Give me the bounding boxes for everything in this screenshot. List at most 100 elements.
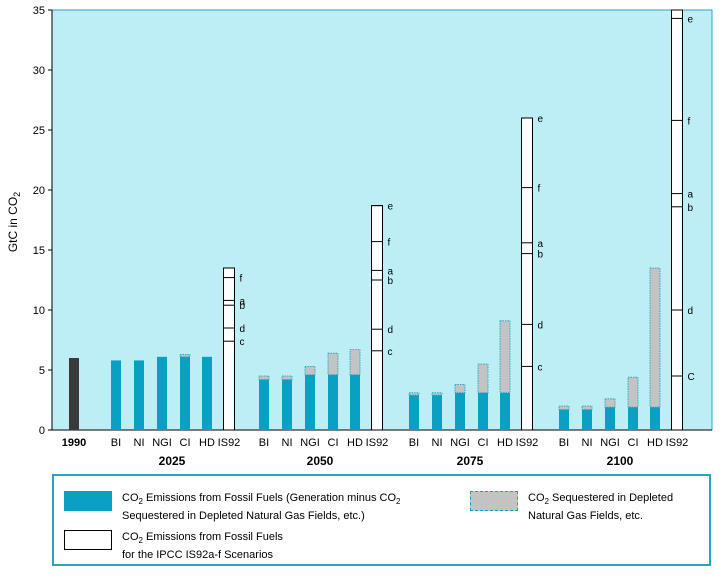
is92-scenario-label-2100-a: a [688,190,694,201]
category-label-2100-HD: HD [647,437,663,449]
category-label-2075-CI: CI [478,437,489,449]
category-label-2100-CI: CI [628,437,639,449]
bar-emissions-2025-NGI [157,356,167,430]
category-label-2025-NI: NI [134,437,145,449]
category-label-2100-NI: NI [582,437,593,449]
is92-scenario-label-2050-b: b [388,276,394,287]
bar-emissions-2050-BI [259,379,269,430]
bar-sequestered-2050-BI [258,375,270,380]
bar-sequestered-2100-HD [649,267,661,408]
bar-emissions-2100-CI [628,407,638,430]
is92-scenario-label-2050-a: a [388,266,394,277]
bar-sequestered-2050-NI [281,375,293,380]
y-tick-label: 15 [33,245,45,257]
is92-scenario-label-2100-e: e [688,14,694,25]
category-label-2075-BI: BI [409,437,419,449]
category-label-2050-IS92: IS92 [366,437,389,449]
is92-scenario-label-2100-b: b [688,203,694,214]
y-tick-label: 25 [33,125,45,137]
category-label-1990: 1990 [62,437,86,449]
bar-emissions-2100-HD [650,407,660,430]
category-label-2050-HD: HD [347,437,363,449]
bar-emissions-2075-HD [500,392,510,430]
y-axis-label-subscript: 2 [12,192,22,197]
group-label-2100: 2100 [607,454,634,468]
bar-sequestered-2050-CI [327,352,339,376]
bar-emissions-2100-NI [582,409,592,430]
legend-item-emissions: CO2 Emissions from Fossil Fuels (Generat… [64,491,464,523]
bar-emissions-2075-NGI [455,392,465,430]
category-label-2075-NGI: NGI [450,437,470,449]
category-label-2075-IS92: IS92 [516,437,539,449]
bar-sequestered-2075-HD [499,320,511,394]
category-label-2025-HD: HD [199,437,215,449]
legend-item-is92: CO2 Emissions from Fossil Fuels for the … [64,530,464,562]
legend-label-emissions: CO2 Emissions from Fossil Fuels (Generat… [122,492,401,523]
category-label-2025-BI: BI [111,437,121,449]
category-label-2025-IS92: IS92 [218,437,241,449]
bar-emissions-2025-BI [111,360,121,430]
is92-scenario-label-2050-e: e [388,202,394,213]
y-tick-label: 10 [33,305,45,317]
bar-is92-2025 [223,267,235,431]
y-axis-label: GtC in CO2 [6,192,22,252]
bar-sequestered-2100-CI [627,376,639,408]
group-label-2025: 2025 [159,454,186,468]
bar-sequestered-2075-BI [408,392,420,396]
is92-scenario-label-2075-f: f [538,184,541,195]
legend-swatch-is92 [64,530,112,550]
bar-emissions-2075-BI [409,395,419,430]
bar-emissions-2100-BI [559,409,569,430]
is92-scenario-label-2075-e: e [538,114,544,125]
category-label-2050-CI: CI [328,437,339,449]
category-label-2075-NI: NI [432,437,443,449]
y-tick-label: 0 [39,425,45,437]
legend-label-sequestered: CO2 Sequestered in Depleted Natural Gas … [528,492,674,523]
bar-emissions-2025-HD [202,356,212,430]
legend-label-is92: CO2 Emissions from Fossil Fuels for the … [122,531,283,562]
is92-scenario-label-2025-b: b [240,301,246,312]
category-label-2025-CI: CI [180,437,191,449]
is92-scenario-label-2050-d: d [388,325,394,336]
category-label-2100-IS92: IS92 [666,437,689,449]
legend-swatch-sequestered [470,491,518,511]
bar-emissions-2050-NGI [305,374,315,430]
is92-scenario-label-2100-C: C [688,372,695,383]
y-axis-label-text: GtC in CO [6,197,20,252]
bar-sequestered-2075-NI [431,392,443,396]
y-tick-label: 35 [33,5,45,17]
legend-swatch-emissions [64,491,112,511]
category-label-2050-NGI: NGI [300,437,320,449]
y-tick-label: 20 [33,185,45,197]
is92-scenario-label-2025-a: a [240,296,246,307]
group-label-2050: 2050 [307,454,334,468]
category-label-2075-HD: HD [497,437,513,449]
is92-scenario-label-2075-a: a [538,239,544,250]
bar-sequestered-2100-BI [558,405,570,410]
bar-1990 [69,358,79,430]
bar-emissions-2025-NI [134,360,144,430]
category-label-2050-BI: BI [259,437,269,449]
category-label-2100-BI: BI [559,437,569,449]
y-tick-label: 30 [33,65,45,77]
is92-scenario-label-2075-c: c [538,362,543,373]
bar-sequestered-2075-NGI [454,383,466,394]
is92-scenario-label-2050-f: f [388,238,391,249]
bar-emissions-2075-NI [432,395,442,430]
is92-scenario-label-2025-f: f [240,274,243,285]
is92-scenario-label-2025-c: c [240,337,245,348]
bar-is92-2075 [521,117,533,431]
is92-scenario-label-2025-d: d [240,324,246,335]
is92-scenario-label-2075-d: d [538,320,544,331]
bar-emissions-2050-HD [350,374,360,430]
category-label-2025-NGI: NGI [152,437,172,449]
bar-emissions-2050-CI [328,374,338,430]
bar-sequestered-2100-NGI [604,398,616,408]
legend: CO2 Emissions from Fossil Fuels (Generat… [52,474,711,566]
bar-is92-2050 [371,205,383,431]
bar-emissions-2050-NI [282,379,292,430]
bar-emissions-2100-NGI [605,407,615,430]
category-label-2100-NGI: NGI [600,437,620,449]
